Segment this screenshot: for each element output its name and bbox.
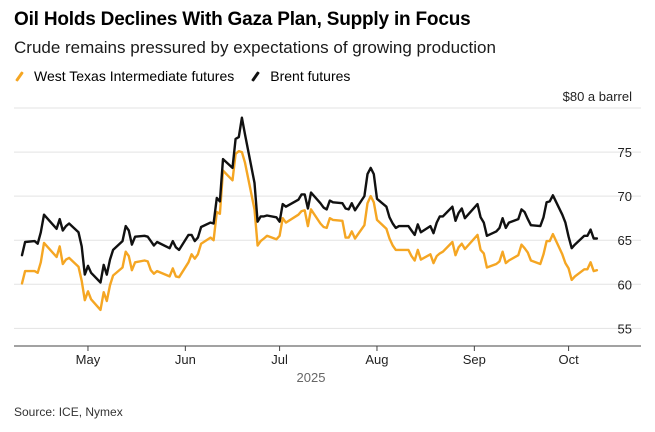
y-tick-label: 75 [618, 145, 632, 160]
x-tick-label: Sep [463, 352, 486, 367]
x-tick-label: Jul [271, 352, 288, 367]
series-lines [20, 116, 599, 312]
chart-title: Oil Holds Declines With Gaza Plan, Suppl… [14, 9, 471, 30]
x-tick-label: Aug [365, 352, 388, 367]
x-tick-label: Jun [175, 352, 196, 367]
x-tick-label: Oct [558, 352, 579, 367]
legend-item-brent: Brent futures [250, 68, 350, 84]
y-tick-label: 70 [618, 189, 632, 204]
legend-item-wti: West Texas Intermediate futures [14, 68, 234, 84]
source-note: Source: ICE, Nymex [14, 405, 123, 419]
y-unit-label: $80 a barrel [563, 89, 632, 104]
axes: 55 60 65 70 75 $80 a barrel May Jun Jul Aug Sep Oct… [14, 89, 641, 385]
x-tick-label: May [76, 352, 101, 367]
y-tick-label: 55 [618, 321, 632, 336]
y-tick-label: 65 [618, 233, 632, 248]
series-line-brent [20, 116, 599, 284]
legend-label-wti: West Texas Intermediate futures [34, 68, 235, 84]
legend-label-brent: Brent futures [270, 68, 351, 84]
x-year-label: 2025 [297, 370, 326, 385]
gridlines [14, 107, 641, 329]
chart-subtitle: Crude remains pressured by expectations … [14, 38, 496, 57]
series-line-wti [20, 150, 599, 312]
y-tick-label: 60 [618, 277, 632, 292]
legend: West Texas Intermediate futures Brent fu… [14, 67, 366, 85]
